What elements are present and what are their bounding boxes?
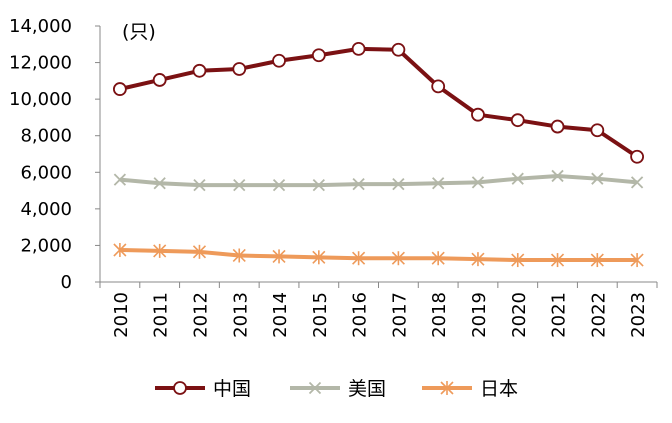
data-point bbox=[432, 177, 445, 190]
data-point bbox=[312, 250, 326, 265]
data-point bbox=[153, 177, 166, 190]
series-line bbox=[119, 173, 638, 188]
series-layer bbox=[112, 41, 645, 268]
x-tick-label: 2010 bbox=[111, 292, 132, 338]
data-point bbox=[272, 249, 286, 264]
unit-label: (只) bbox=[122, 21, 156, 43]
x-tick-label: 2011 bbox=[151, 292, 172, 338]
legend-marker bbox=[308, 381, 322, 395]
data-point bbox=[352, 178, 365, 191]
y-tick-label: 10,000 bbox=[9, 89, 72, 110]
y-tick-label: 0 bbox=[61, 272, 72, 293]
x-tick-label: 2022 bbox=[588, 292, 609, 338]
data-point bbox=[511, 253, 525, 268]
data-point bbox=[630, 149, 645, 164]
data-point bbox=[311, 48, 326, 63]
data-point bbox=[630, 253, 644, 268]
legend-label: 日本 bbox=[480, 378, 518, 400]
data-point bbox=[152, 73, 167, 87]
x-tick-label: 2013 bbox=[230, 292, 251, 338]
legend-label: 中国 bbox=[213, 378, 251, 400]
data-point bbox=[193, 178, 206, 192]
data-point bbox=[471, 176, 485, 189]
legend-label: 美国 bbox=[348, 378, 386, 400]
data-point bbox=[312, 178, 325, 192]
y-tick-label: 4,000 bbox=[20, 199, 72, 220]
data-point bbox=[113, 173, 127, 186]
data-point bbox=[591, 172, 604, 185]
data-point bbox=[192, 63, 207, 78]
x-tick-label: 2015 bbox=[310, 292, 331, 338]
data-point bbox=[550, 253, 565, 268]
legend-item-1: 美国 bbox=[290, 378, 386, 400]
axes: 0 2,000 4,000 6,000 8,000 10,000 12,000 14,000 2… bbox=[9, 16, 658, 338]
data-point bbox=[431, 79, 446, 94]
y-tick-label: 6,000 bbox=[20, 162, 72, 183]
data-point bbox=[431, 251, 445, 266]
x-tick-label: 2016 bbox=[350, 292, 371, 338]
data-point bbox=[471, 252, 485, 267]
data-point bbox=[272, 53, 286, 68]
data-point bbox=[471, 107, 485, 122]
legend-item-0: 中国 bbox=[155, 378, 251, 400]
y-tick-label: 14,000 bbox=[9, 16, 72, 37]
data-point bbox=[232, 62, 247, 76]
data-point bbox=[351, 41, 366, 56]
x-tick-label: 2018 bbox=[429, 292, 450, 338]
data-point bbox=[391, 42, 406, 57]
data-point bbox=[233, 178, 246, 192]
data-point bbox=[192, 244, 207, 259]
x-tick-label: 2019 bbox=[469, 292, 490, 338]
data-point bbox=[510, 113, 525, 128]
y-tick-label: 8,000 bbox=[20, 126, 72, 147]
x-tick-label: 2023 bbox=[628, 292, 649, 338]
series-line bbox=[119, 248, 638, 263]
series-0 bbox=[112, 41, 645, 164]
y-tick-label: 2,000 bbox=[20, 235, 72, 256]
data-point bbox=[511, 172, 524, 185]
series-1 bbox=[113, 169, 644, 192]
x-tick-label: 2012 bbox=[190, 292, 211, 338]
y-tick-label: 12,000 bbox=[9, 53, 72, 74]
data-point bbox=[590, 123, 605, 138]
legend: 中国 美国 日本 bbox=[155, 378, 518, 400]
data-point bbox=[630, 176, 644, 189]
x-tick-label: 2021 bbox=[549, 292, 570, 338]
data-point bbox=[153, 243, 167, 258]
data-point bbox=[112, 82, 127, 96]
data-point bbox=[232, 248, 246, 263]
data-point bbox=[550, 119, 565, 134]
x-tick-label: 2020 bbox=[509, 292, 530, 338]
data-point bbox=[391, 251, 405, 266]
data-point bbox=[590, 253, 604, 268]
legend-marker bbox=[440, 381, 454, 395]
data-point bbox=[392, 178, 405, 191]
legend-item-2: 日本 bbox=[422, 378, 518, 400]
data-point bbox=[272, 178, 286, 192]
x-tick-label: 2017 bbox=[389, 292, 410, 338]
series-2 bbox=[113, 243, 644, 268]
data-point bbox=[113, 243, 127, 257]
x-tick-label: 2014 bbox=[270, 292, 291, 338]
legend-marker bbox=[173, 381, 187, 395]
data-point bbox=[551, 169, 564, 183]
data-point bbox=[352, 251, 366, 266]
